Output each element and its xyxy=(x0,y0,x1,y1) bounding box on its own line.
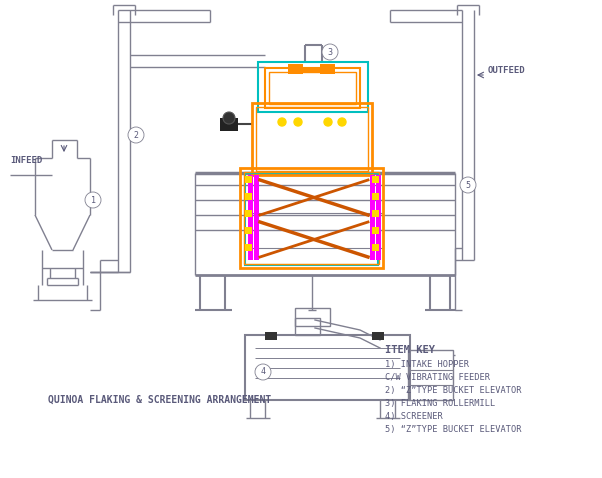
Bar xyxy=(295,67,325,72)
Text: 4) SCREENER: 4) SCREENER xyxy=(385,412,442,421)
Circle shape xyxy=(85,192,101,208)
Bar xyxy=(248,175,253,260)
Bar xyxy=(295,318,320,335)
Text: 3) FLAKING ROLLERMILL: 3) FLAKING ROLLERMILL xyxy=(385,399,495,408)
Bar xyxy=(244,172,379,264)
Circle shape xyxy=(322,44,338,60)
Bar xyxy=(245,335,410,400)
Bar xyxy=(372,193,379,200)
Bar xyxy=(269,72,356,104)
Text: 1) INTAKE HOPPER: 1) INTAKE HOPPER xyxy=(385,360,469,369)
Text: 5) “Z”TYPE BUCKET ELEVATOR: 5) “Z”TYPE BUCKET ELEVATOR xyxy=(385,425,521,434)
Circle shape xyxy=(460,177,476,193)
Text: 4: 4 xyxy=(261,368,265,377)
Bar xyxy=(240,168,383,268)
Text: C/W VIBRATING FEEDER: C/W VIBRATING FEEDER xyxy=(385,373,490,382)
Bar xyxy=(254,175,259,260)
Circle shape xyxy=(338,118,346,126)
Text: 5: 5 xyxy=(465,181,471,189)
Bar xyxy=(320,64,335,74)
Bar xyxy=(408,350,453,400)
Bar xyxy=(256,107,368,171)
Text: OUTFEED: OUTFEED xyxy=(488,65,526,75)
Text: 2: 2 xyxy=(134,130,138,140)
Text: 1: 1 xyxy=(90,196,96,205)
Bar xyxy=(372,227,379,234)
Circle shape xyxy=(223,112,235,124)
Bar xyxy=(265,332,277,340)
Text: 2) “Z”TYPE BUCKET ELEVATOR: 2) “Z”TYPE BUCKET ELEVATOR xyxy=(385,386,521,395)
Circle shape xyxy=(128,127,144,143)
Bar xyxy=(245,193,252,200)
Bar xyxy=(376,175,381,260)
Bar xyxy=(265,68,360,108)
Text: ITEM KEY: ITEM KEY xyxy=(385,345,435,355)
Circle shape xyxy=(278,118,286,126)
Bar xyxy=(372,332,384,340)
Bar xyxy=(370,175,375,260)
Bar xyxy=(252,103,372,175)
Bar xyxy=(245,176,252,183)
Bar xyxy=(245,210,252,217)
Bar xyxy=(372,176,379,183)
Bar xyxy=(372,210,379,217)
Bar xyxy=(258,62,368,112)
Circle shape xyxy=(294,118,302,126)
Bar xyxy=(245,244,252,251)
Circle shape xyxy=(255,364,271,380)
Circle shape xyxy=(324,118,332,126)
Text: QUINOA FLAKING & SCREENING ARRANGEMENT: QUINOA FLAKING & SCREENING ARRANGEMENT xyxy=(48,395,272,405)
Text: 3: 3 xyxy=(327,47,332,56)
Bar xyxy=(288,64,303,74)
Bar xyxy=(245,173,378,265)
Bar xyxy=(295,308,330,326)
Bar xyxy=(220,118,238,131)
Bar xyxy=(245,227,252,234)
Text: INFEED: INFEED xyxy=(10,155,42,164)
Bar xyxy=(372,244,379,251)
